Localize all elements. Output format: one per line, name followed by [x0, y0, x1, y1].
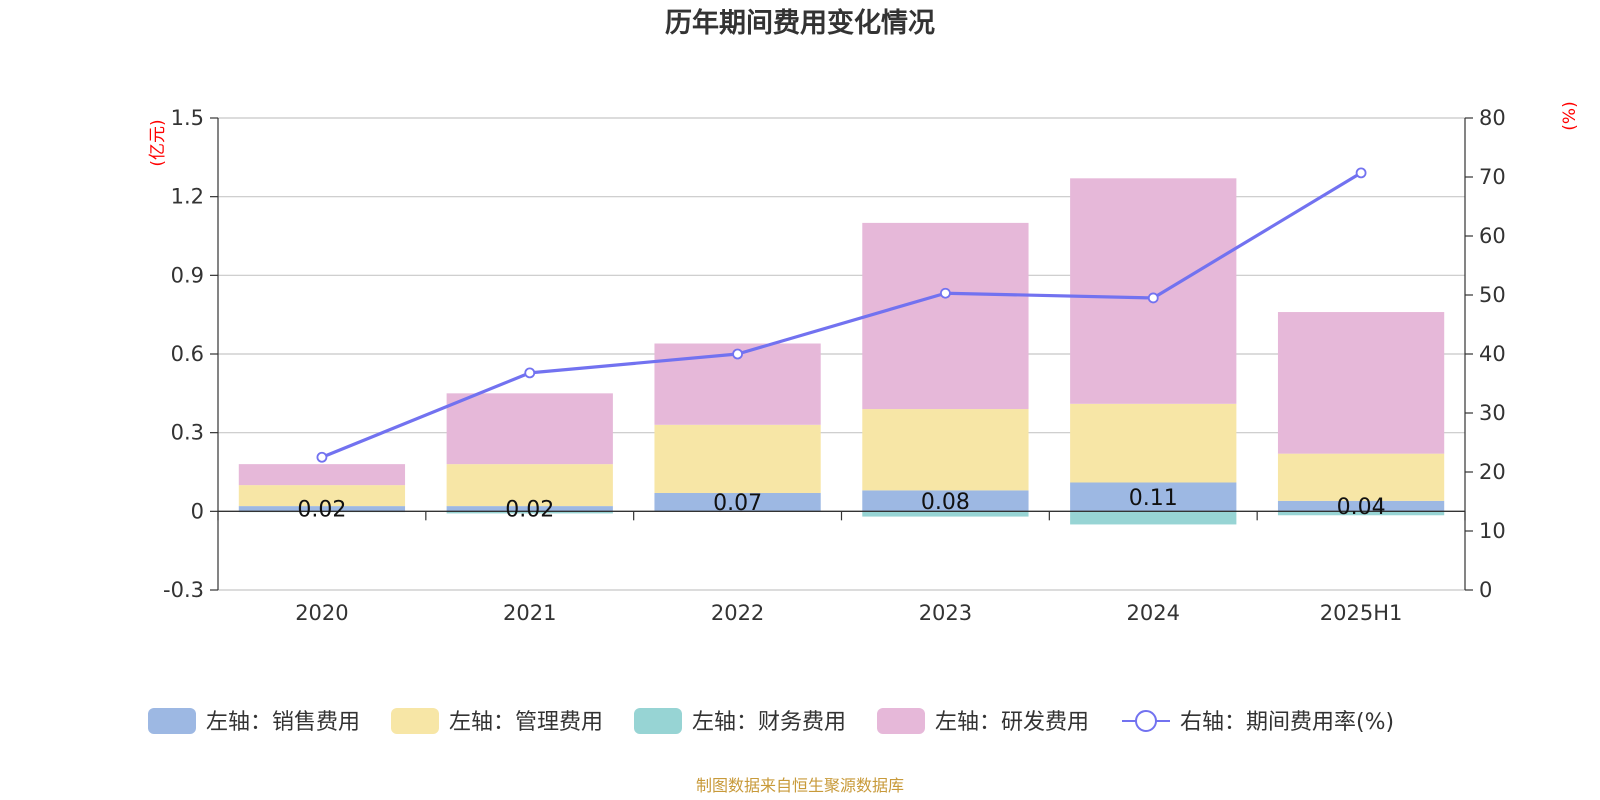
source-note: 制图数据来自恒生聚源数据库 — [696, 776, 904, 795]
category-label: 2021 — [503, 601, 556, 625]
bar-finance — [1070, 511, 1237, 525]
left-axis-unit: (亿元) — [148, 119, 168, 166]
rate-point — [316, 451, 328, 463]
category-label: 2025H1 — [1320, 601, 1403, 625]
category-label: 2022 — [711, 601, 764, 625]
legend-label-sales: 左轴：销售费用 — [206, 710, 360, 735]
bar-rnd — [1070, 178, 1237, 404]
rate-point — [732, 348, 743, 360]
rate-point — [1147, 292, 1159, 304]
right-axis-tick-label: 10 — [1479, 519, 1506, 543]
bar-sales — [862, 490, 1029, 512]
bar-finance — [1277, 511, 1445, 516]
legend-swatch-rnd — [877, 708, 925, 734]
legend-swatch-finance — [634, 708, 682, 734]
legend: 左轴：销售费用 左轴：管理费用 左轴：财务费用 左轴：研发费用 右轴：期间费用率(%) — [148, 708, 1394, 735]
category-label: 2024 — [1127, 601, 1180, 625]
right-axis-tick-label: 40 — [1479, 342, 1506, 366]
legend-label-finance: 左轴：财务费用 — [692, 710, 846, 735]
bar-admin — [1070, 403, 1237, 483]
bar-admin — [862, 409, 1029, 491]
sales-data-label: 0.02 — [297, 498, 346, 523]
left-axis-tick-label: 1.5 — [171, 106, 204, 130]
right-axis-tick-label: 0 — [1479, 578, 1492, 602]
right-axis-unit: (%) — [1560, 101, 1580, 130]
bar-sales — [654, 492, 821, 512]
rate-line-layer — [316, 167, 1367, 463]
left-axis-tick-label: -0.3 — [163, 578, 204, 602]
sales-data-label: 0.02 — [505, 498, 554, 523]
sales-data-label: 0.08 — [921, 490, 970, 515]
bar-sales — [1070, 482, 1237, 512]
sales-data-label: 0.04 — [1337, 495, 1386, 520]
rate-line — [321, 171, 1362, 459]
right-axis-tick-label: 60 — [1479, 224, 1506, 248]
left-axis-tick-label: 0.9 — [171, 263, 204, 287]
right-axis-tick-label: 30 — [1479, 401, 1506, 425]
legend-swatch-rate-marker — [1135, 710, 1157, 732]
chart-title: 历年期间费用变化情况 — [665, 7, 935, 39]
right-axis-tick-label: 20 — [1479, 460, 1506, 484]
bar-finance — [862, 511, 1029, 517]
bar-rnd — [1277, 312, 1445, 454]
rate-point — [524, 367, 536, 379]
bar-admin — [1277, 453, 1445, 501]
legend-label-rnd: 左轴：研发费用 — [935, 710, 1089, 735]
bar-sales — [446, 506, 613, 512]
data-labels-layer: 0.02 0.02 0.07 0.08 0.11 0.04 — [297, 486, 1385, 523]
category-label: 2023 — [919, 601, 972, 625]
bar-admin — [238, 485, 406, 507]
sales-data-label: 0.11 — [1129, 486, 1178, 511]
right-axis-tick-label: 50 — [1479, 283, 1506, 307]
left-axis-tick-label: 0.3 — [171, 421, 204, 445]
right-axis-tick-label: 80 — [1479, 106, 1506, 130]
bar-sales — [238, 506, 406, 512]
bar-rnd — [446, 393, 613, 465]
bar-sales — [1277, 500, 1445, 512]
bar-finance — [446, 511, 613, 514]
bar-rnd — [238, 464, 406, 486]
rate-point — [1355, 167, 1367, 179]
bar-admin — [654, 424, 821, 493]
left-axis-tick-label: 0.6 — [171, 342, 204, 366]
legend-label-rate: 右轴：期间费用率(%) — [1180, 710, 1394, 735]
category-label: 2020 — [295, 601, 348, 625]
bars-layer — [238, 178, 1445, 525]
legend-label-admin: 左轴：管理费用 — [449, 710, 603, 735]
axes-layer: -0.3 0 0.3 0.6 0.9 1.2 1.5 0 10 20 30 40 50 60 70 80 202… — [163, 106, 1506, 625]
legend-swatch-sales — [148, 708, 196, 734]
bar-admin — [446, 464, 613, 507]
legend-swatch-admin — [391, 708, 439, 734]
rate-point — [940, 287, 951, 299]
left-axis-tick-label: 0 — [191, 499, 204, 523]
grid-lines — [218, 117, 1465, 591]
left-axis-tick-label: 1.2 — [171, 185, 204, 209]
bar-rnd — [862, 222, 1029, 410]
sales-data-label: 0.07 — [713, 491, 762, 516]
right-axis-tick-label: 70 — [1479, 165, 1506, 189]
